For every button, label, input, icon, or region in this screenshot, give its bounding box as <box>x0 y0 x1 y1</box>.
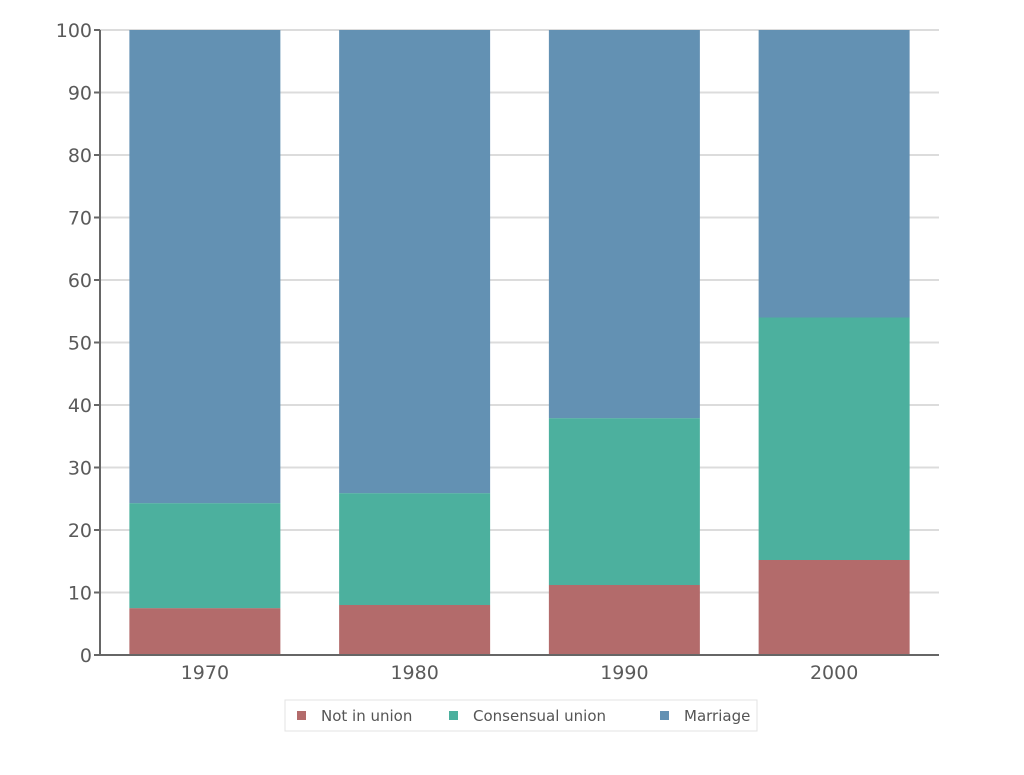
bar-segment <box>548 585 700 655</box>
axes <box>99 30 939 656</box>
bar-segment <box>339 493 491 605</box>
x-tick-label: 1990 <box>600 662 648 684</box>
y-tick-label: 40 <box>68 395 92 417</box>
legend-swatch <box>660 711 669 720</box>
x-tick-label: 1970 <box>181 662 229 684</box>
legend-swatch <box>449 711 458 720</box>
legend-box <box>284 699 758 732</box>
bar-segment <box>129 503 281 609</box>
bar-segment <box>758 30 910 318</box>
y-tick-labels: 0 10 20 30 40 50 60 70 80 90 100 <box>56 20 92 667</box>
y-tick-label: 100 <box>56 20 92 42</box>
y-tick-label: 70 <box>68 208 92 230</box>
legend-label: Not in union <box>321 707 412 725</box>
y-tick-label: 80 <box>68 145 92 167</box>
bar-segment <box>758 560 910 655</box>
y-tick-label: 90 <box>68 83 92 105</box>
bar-segment <box>339 605 491 655</box>
x-tick-labels: 1970 1980 1990 2000 <box>181 662 859 684</box>
bar-segment <box>339 30 491 494</box>
legend: Not in union Consensual union Marriage <box>284 699 758 732</box>
bar-segment <box>548 418 700 585</box>
y-tick-label: 50 <box>68 333 92 355</box>
bars <box>129 30 910 655</box>
bar-segment <box>129 30 281 504</box>
legend-label: Consensual union <box>473 707 606 725</box>
y-tick-label: 0 <box>80 645 92 667</box>
bar-segment <box>129 608 281 655</box>
legend-label: Marriage <box>684 707 750 725</box>
x-tick-label: 2000 <box>810 662 858 684</box>
y-tick-label: 20 <box>68 520 92 542</box>
bar-segment <box>548 30 700 419</box>
bar-segment <box>758 317 910 560</box>
y-tick-label: 30 <box>68 458 92 480</box>
legend-swatch <box>297 711 306 720</box>
y-tick-label: 10 <box>68 583 92 605</box>
x-tick-label: 1980 <box>390 662 438 684</box>
y-tick-label: 60 <box>68 270 92 292</box>
